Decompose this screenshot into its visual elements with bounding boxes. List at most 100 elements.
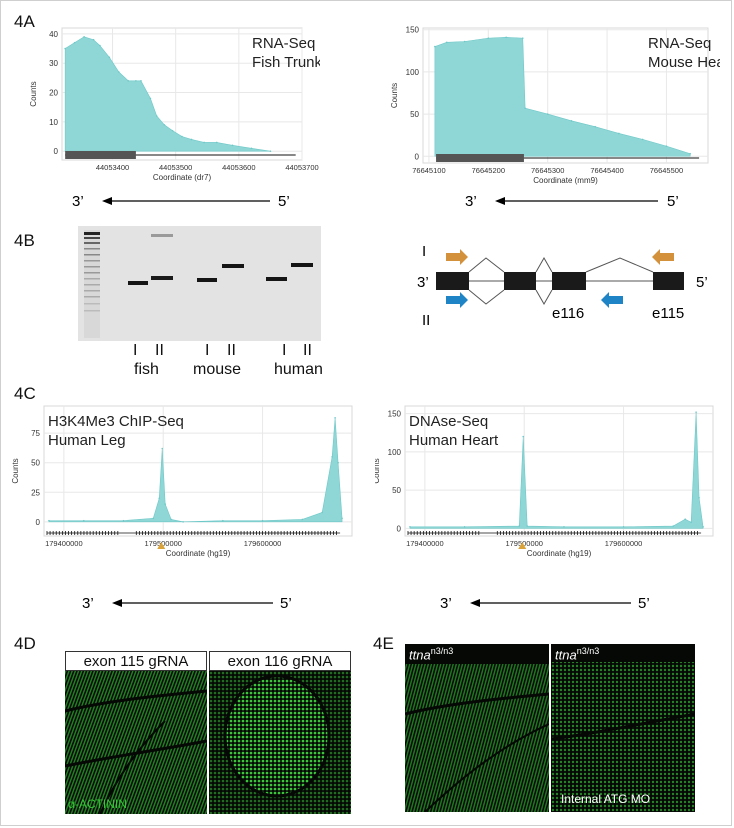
- primer-arrow-forward-I: [446, 249, 468, 265]
- data-point: [563, 526, 565, 528]
- x-tick-label: 76645300: [531, 166, 564, 175]
- species-label-human: human: [274, 361, 323, 378]
- tss-marker-triangle: [518, 542, 527, 549]
- orientation-3prime: 3’: [465, 193, 477, 210]
- band-human-II: [291, 263, 313, 267]
- data-point: [505, 36, 507, 39]
- x-axis-label: Coordinate (hg19): [527, 549, 592, 558]
- x-axis-label: Coordinate (hg19): [166, 549, 231, 558]
- data-point: [526, 525, 529, 527]
- chart-title-line1: RNA-Seq: [252, 35, 315, 52]
- y-tick-label: 0: [397, 524, 402, 533]
- band-fish-II: [151, 276, 173, 280]
- data-point: [698, 496, 700, 499]
- lane-label: II: [303, 342, 312, 359]
- data-point: [73, 41, 76, 44]
- data-point: [190, 138, 193, 141]
- chart-dnase-seq: 179400000 179500000 179600000 0 50 100 150 Coor…: [375, 405, 714, 558]
- data-point: [163, 124, 166, 126]
- orientation-5prime: 5’: [278, 193, 290, 210]
- series-area: [409, 412, 704, 529]
- data-point: [92, 38, 95, 41]
- data-point: [203, 141, 205, 144]
- x-tick-label: 179600000: [605, 539, 643, 548]
- data-point: [82, 519, 85, 522]
- tag-exon-115-grna: exon 115 gRNA: [65, 651, 207, 671]
- panel-label-4a: 4A: [14, 12, 35, 31]
- data-point: [341, 517, 343, 520]
- exon-label-e115: e115: [652, 305, 684, 322]
- chart-title-line2: Mouse Heart: [648, 54, 720, 71]
- schematic-5prime: 5’: [696, 274, 708, 291]
- orientation-arrow-mouse: 3’ 5’: [465, 193, 679, 210]
- y-axis-label: Counts: [375, 458, 381, 483]
- y-tick-label: 0: [54, 147, 59, 156]
- species-label-mouse: mouse: [193, 361, 242, 378]
- micrograph-exon-116: [209, 671, 351, 814]
- data-point: [445, 41, 448, 44]
- data-point: [689, 152, 691, 155]
- mo-label: Internal ATG MO: [561, 792, 651, 806]
- micrograph-exon-115: α-ACTININ: [65, 671, 207, 814]
- data-point: [161, 447, 164, 450]
- data-point: [231, 144, 234, 147]
- band-fish-I: [128, 281, 148, 285]
- y-tick-label: 100: [388, 448, 402, 457]
- data-point: [170, 518, 172, 521]
- orientation-5prime: 5’: [280, 595, 292, 612]
- data-point: [522, 435, 525, 438]
- data-point: [127, 80, 130, 82]
- y-tick-label: 100: [406, 68, 420, 77]
- data-point: [149, 97, 152, 100]
- data-point: [622, 526, 625, 528]
- x-tick-label: 76645100: [412, 166, 445, 175]
- x-tick-label: 76645500: [650, 166, 683, 175]
- data-point: [64, 47, 66, 50]
- data-point: [672, 525, 675, 527]
- y-tick-label: 75: [31, 429, 40, 438]
- series-area: [48, 417, 343, 523]
- chart-title-line1: DNAse-Seq: [409, 413, 488, 430]
- data-point: [487, 37, 490, 39]
- species-label-fish: fish: [134, 361, 159, 378]
- orientation-3prime: 3’: [440, 595, 452, 612]
- data-point: [521, 37, 524, 39]
- y-tick-label: 25: [31, 488, 40, 497]
- y-tick-label: 150: [406, 26, 420, 35]
- y-tick-label: 40: [49, 30, 58, 39]
- genotype-label: ttnan3/n3: [555, 646, 600, 663]
- data-point: [618, 132, 620, 135]
- gene-model-track: [46, 531, 341, 535]
- y-axis-label: Counts: [11, 458, 20, 483]
- data-point: [48, 519, 50, 522]
- x-tick-label: 76645200: [472, 166, 505, 175]
- data-point: [702, 526, 704, 528]
- data-point: [83, 36, 85, 38]
- data-point: [321, 511, 323, 514]
- x-axis-label: Coordinate (mm9): [533, 176, 598, 185]
- x-tick-label: 44053600: [222, 163, 255, 172]
- primer-arrow-reverse-I: [652, 249, 674, 265]
- data-point: [135, 80, 137, 82]
- primer-set-label-II: II: [422, 312, 430, 329]
- data-point: [261, 519, 264, 522]
- exon-bar: [436, 154, 524, 162]
- gene-model-track: [407, 531, 702, 535]
- data-point: [570, 120, 573, 122]
- data-point: [337, 461, 339, 464]
- exon-block: [436, 272, 469, 290]
- panel-label-4c: 4C: [14, 384, 36, 403]
- tag-exon-116-grna: exon 116 gRNA: [209, 651, 351, 671]
- data-point: [181, 135, 183, 138]
- exon-label-e116: e116: [552, 305, 584, 322]
- data-point: [684, 518, 686, 520]
- y-tick-label: 10: [49, 118, 58, 127]
- data-point: [158, 497, 161, 499]
- orientation-5prime: 5’: [667, 193, 679, 210]
- chart-h3k4me3-chipseq: 179400000 179500000 179600000 0 25 50 75 Coordi…: [11, 405, 353, 558]
- x-tick-label: 44053400: [96, 163, 129, 172]
- primer-arrow-reverse-II: [601, 292, 623, 308]
- exon-bar: [65, 151, 136, 159]
- y-tick-label: 50: [31, 459, 40, 468]
